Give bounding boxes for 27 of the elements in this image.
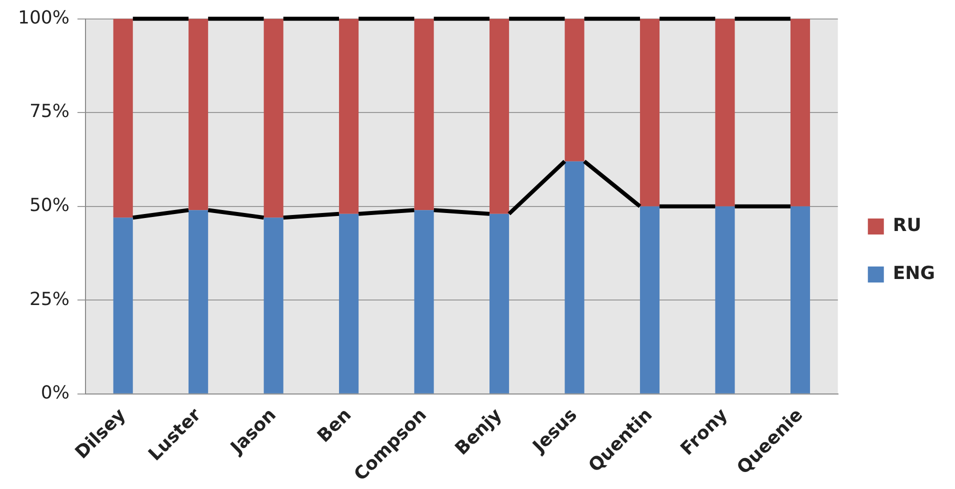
bar [113,218,133,394]
bar [414,18,434,210]
bar [715,206,735,394]
bar [564,18,584,162]
bar [490,18,510,214]
bar [264,18,284,218]
legend-label: RU [892,215,922,236]
bar [640,18,660,206]
bar [339,214,359,394]
bar [790,18,810,206]
bar [113,18,133,218]
bar [188,210,208,394]
y-tick-label: 0% [40,382,70,404]
bar [564,161,584,394]
bar [188,18,208,210]
bar [339,18,359,214]
bar [790,206,810,394]
bar [715,18,735,206]
y-tick-label: 25% [29,288,70,310]
bar [264,218,284,394]
bar [490,214,510,394]
bar [640,206,660,394]
y-tick-label: 50% [29,195,70,216]
bar [414,210,434,394]
legend-label: ENG [892,263,936,284]
y-tick-label: 100% [18,7,70,28]
y-tick-label: 75% [29,101,70,122]
